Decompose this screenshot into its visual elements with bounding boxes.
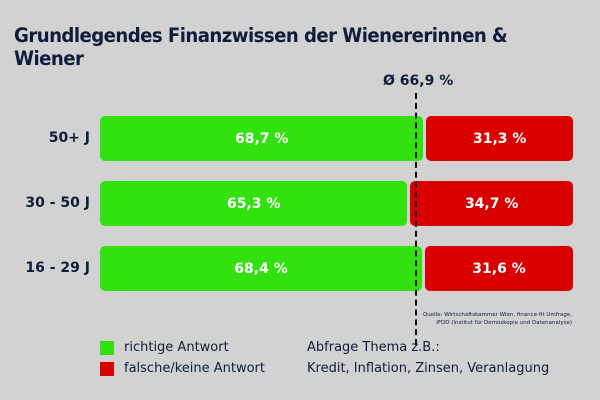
bar-correct: 65,3 % — [100, 181, 408, 226]
legend-item-wrong: falsche/keine Antwort — [100, 361, 265, 376]
data-label: 34,7 % — [464, 195, 519, 212]
legend-label: falsche/keine Antwort — [124, 361, 265, 376]
bar-wrong: 31,6 % — [425, 246, 573, 291]
legend-swatch-green — [100, 340, 114, 355]
legend-item-correct: richtige Antwort — [100, 340, 229, 355]
bar-correct: 68,4 % — [100, 246, 423, 291]
average-label: Ø 66,9 % — [383, 73, 454, 89]
category-label: 50+ J — [48, 130, 90, 146]
legend-swatch-red — [100, 361, 114, 376]
topic-heading: Abfrage Thema z.B.: — [307, 340, 440, 355]
legend-label: richtige Antwort — [124, 340, 229, 355]
source-note: Quelle: Wirtschaftskammer Wien, finance-… — [423, 311, 572, 327]
bar-wrong: 34,7 % — [410, 181, 573, 226]
data-label: 68,4 % — [234, 260, 288, 277]
source-line: Quelle: Wirtschaftskammer Wien, finance-… — [422, 312, 572, 318]
source-line: IFDD (Institut für Demoskopie und Datena… — [436, 320, 572, 326]
bar-correct: 68,7 % — [100, 116, 424, 161]
data-label: 65,3 % — [226, 195, 281, 212]
category-label: 30 - 50 J — [25, 195, 90, 211]
data-label: 31,3 % — [472, 130, 527, 147]
data-label: 68,7 % — [234, 130, 289, 147]
average-line — [415, 93, 418, 345]
category-label: 16 - 29 J — [25, 260, 90, 276]
bar-wrong: 31,3 % — [426, 116, 573, 161]
data-label: 31,6 % — [472, 260, 526, 277]
chart-title: Grundlegendes Finanzwissen der Wienereri… — [14, 24, 508, 70]
topic-items: Kredit, Inflation, Zinsen, Veranlagung — [307, 361, 550, 376]
